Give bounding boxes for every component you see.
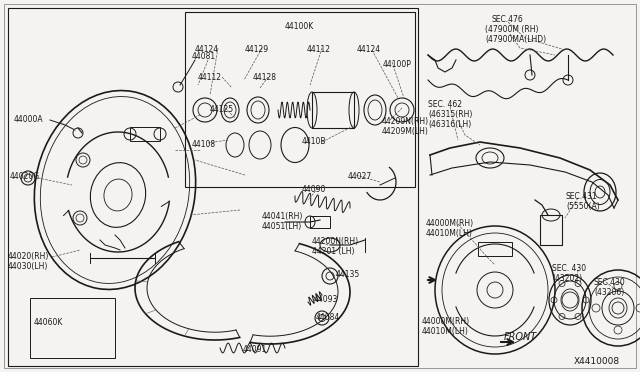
Text: FRONT: FRONT [504, 332, 537, 342]
Text: 44125: 44125 [210, 105, 234, 114]
Text: 44201 (LH): 44201 (LH) [312, 247, 355, 256]
Bar [185, 12, 415, 187]
Text: 44051(LH): 44051(LH) [262, 222, 302, 231]
Text: 44090: 44090 [302, 185, 326, 194]
Text: 44128: 44128 [253, 73, 277, 82]
Text: 44030(LH): 44030(LH) [8, 262, 49, 271]
Text: 44000M(RH): 44000M(RH) [426, 219, 474, 228]
Text: 44000M(RH): 44000M(RH) [422, 317, 470, 326]
Text: 44010M(LH): 44010M(LH) [426, 229, 473, 238]
Text: 44060K: 44060K [34, 318, 63, 327]
Text: SEC.476: SEC.476 [492, 15, 524, 24]
Text: 44093: 44093 [314, 295, 339, 304]
Text: SEC.431: SEC.431 [566, 192, 598, 201]
Text: 44020G: 44020G [10, 172, 40, 181]
Text: (43206): (43206) [594, 288, 624, 297]
Text: 44084: 44084 [316, 313, 340, 322]
Text: 44041(RH): 44041(RH) [262, 212, 303, 221]
Text: 44108: 44108 [192, 140, 216, 149]
Text: (47900M (RH): (47900M (RH) [485, 25, 538, 34]
Text: 44027: 44027 [348, 172, 372, 181]
Text: 44124: 44124 [357, 45, 381, 54]
Text: SEC.430: SEC.430 [594, 278, 626, 287]
Text: (47900MA(LHD): (47900MA(LHD) [485, 35, 546, 44]
Text: (46315(RH): (46315(RH) [428, 110, 472, 119]
Text: (43202): (43202) [552, 274, 582, 283]
Text: (46316(LH): (46316(LH) [428, 120, 471, 129]
Text: 44020(RH): 44020(RH) [8, 252, 49, 261]
Text: SEC. 462: SEC. 462 [428, 100, 462, 109]
Bar [30, 298, 115, 358]
Text: 44112: 44112 [307, 45, 331, 54]
Text: 44209M(LH): 44209M(LH) [382, 127, 429, 136]
Bar [540, 215, 562, 245]
Bar [310, 216, 330, 228]
Text: 44209N(RH): 44209N(RH) [382, 117, 429, 126]
Text: 44124: 44124 [195, 45, 219, 54]
Text: 4410B: 4410B [302, 137, 326, 146]
Text: 44129: 44129 [245, 45, 269, 54]
Text: 44200N(RH): 44200N(RH) [312, 237, 359, 246]
Text: 44081: 44081 [192, 52, 216, 61]
Text: 44091: 44091 [243, 345, 268, 354]
Text: 44100K: 44100K [285, 22, 314, 31]
Text: 44112: 44112 [198, 73, 222, 82]
Bar [8, 8, 418, 366]
Text: 44135: 44135 [336, 270, 360, 279]
Text: 44000A: 44000A [14, 115, 44, 124]
Text: 44100P: 44100P [383, 60, 412, 69]
Bar [312, 92, 354, 128]
Bar [478, 242, 512, 256]
Bar [130, 127, 160, 141]
Text: X4410008: X4410008 [574, 357, 620, 366]
Text: (5550(A): (5550(A) [566, 202, 600, 211]
Text: 44010M(LH): 44010M(LH) [422, 327, 469, 336]
Text: SEC. 430: SEC. 430 [552, 264, 586, 273]
